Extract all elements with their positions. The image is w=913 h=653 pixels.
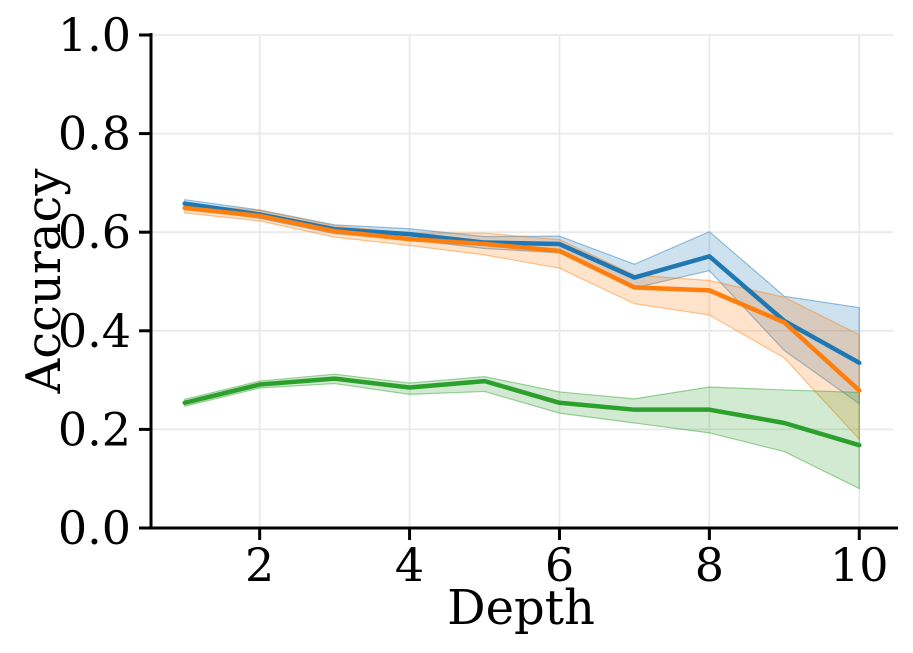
x-tick-label: 8	[695, 538, 724, 592]
tick-labels: 0.0 0.2 0.4 0.6 0.8 1.0 2 4 6 8 10	[58, 8, 889, 592]
x-tick-label: 10	[830, 538, 889, 592]
y-tick-label: 0.6	[58, 205, 131, 259]
orange-series-line	[182, 205, 862, 393]
x-axis-label: Depth	[447, 580, 595, 636]
y-tick-label: 0.0	[58, 501, 131, 555]
axes-spines-and-ticks	[139, 33, 898, 540]
y-tick-label: 0.8	[58, 107, 131, 161]
y-axis-label: Accuracy	[16, 169, 72, 395]
x-tick-label: 2	[245, 538, 274, 592]
series-lines	[182, 201, 862, 448]
green-series-band	[184, 373, 860, 490]
y-tick-label: 1.0	[58, 8, 131, 62]
orange-series-band	[184, 203, 860, 441]
x-tick-label: 6	[545, 538, 574, 592]
gridlines	[151, 34, 893, 529]
green-series-line	[182, 376, 862, 448]
y-tick-label: 0.4	[58, 304, 131, 358]
confidence-bands	[184, 198, 860, 490]
y-tick-label: 0.2	[58, 402, 131, 456]
x-tick-label: 4	[395, 538, 424, 592]
